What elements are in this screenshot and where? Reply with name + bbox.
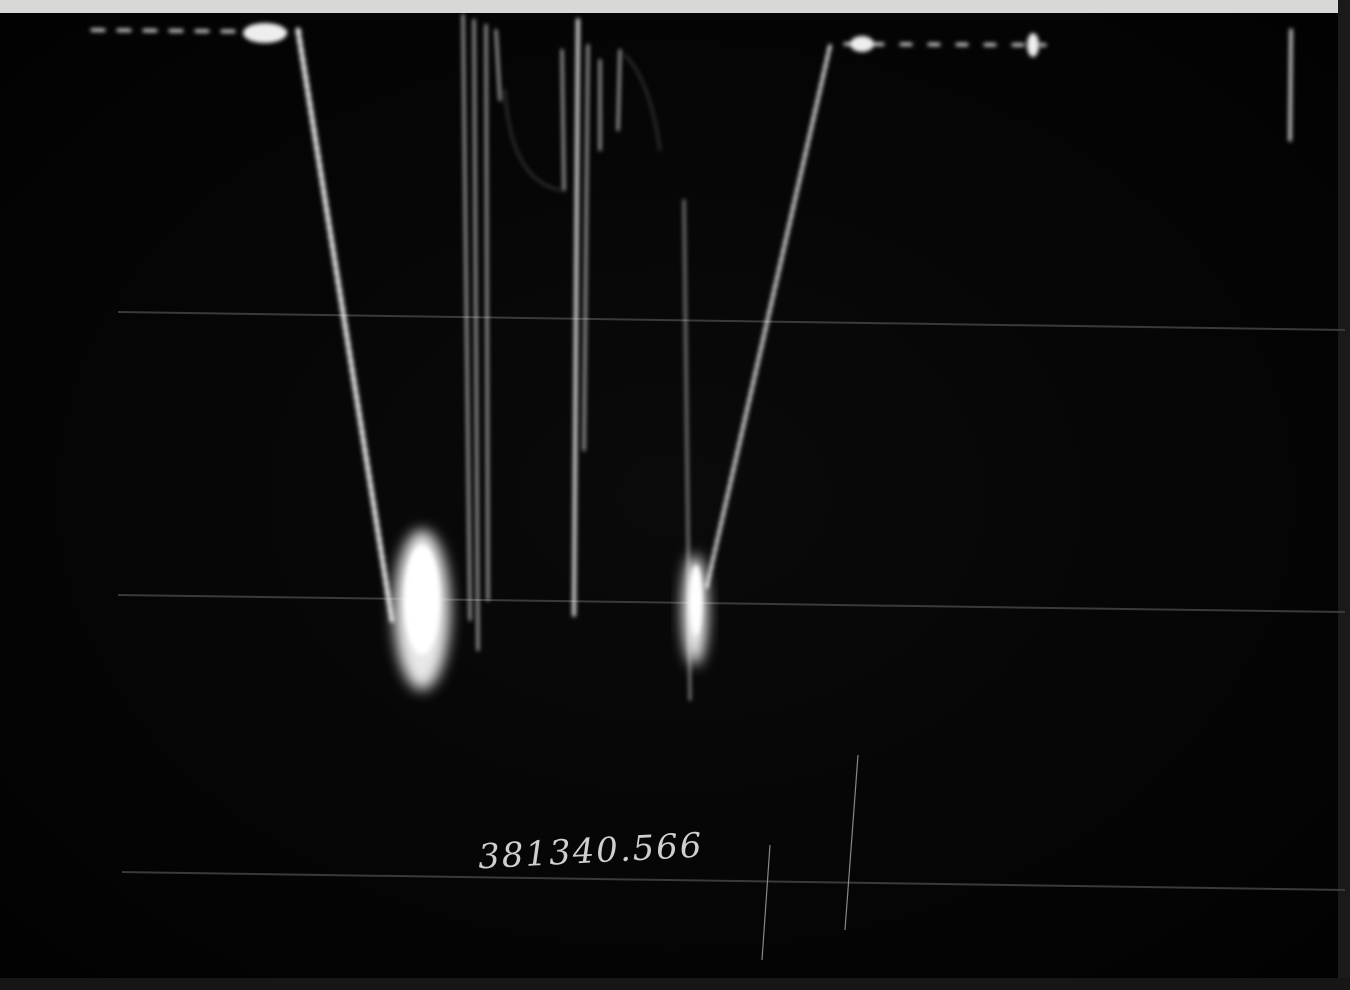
streak	[462, 14, 471, 621]
reference-line	[117, 311, 1346, 331]
blip	[1027, 33, 1039, 57]
blip	[850, 36, 874, 52]
vertical-streaks	[462, 14, 1293, 701]
reference-line	[121, 871, 1346, 891]
descending-trace	[295, 27, 395, 623]
streak	[485, 24, 489, 601]
echo-core	[404, 545, 440, 655]
streak	[561, 49, 565, 191]
reference-lines	[117, 311, 1346, 891]
streak	[495, 29, 501, 101]
paper-edge	[0, 0, 1350, 13]
streak	[583, 44, 589, 451]
blip	[243, 23, 287, 43]
scratch	[844, 754, 859, 931]
streak	[572, 18, 580, 617]
reference-line	[117, 594, 1346, 613]
faint-curve	[504, 89, 561, 191]
streak	[617, 49, 621, 131]
baseline-trace	[843, 42, 1047, 47]
echo-clusters	[394, 530, 707, 690]
streak	[1288, 28, 1293, 142]
paper-edge-bottom	[0, 978, 1350, 990]
faint-curve	[624, 54, 661, 151]
streak	[473, 19, 479, 651]
scratch	[761, 844, 771, 961]
traces	[90, 14, 1293, 701]
paper-edge-right	[1338, 0, 1350, 990]
ascending-trace	[704, 44, 832, 592]
scratches	[761, 754, 859, 961]
echo-core	[690, 565, 702, 635]
baseline-trace	[90, 28, 302, 34]
